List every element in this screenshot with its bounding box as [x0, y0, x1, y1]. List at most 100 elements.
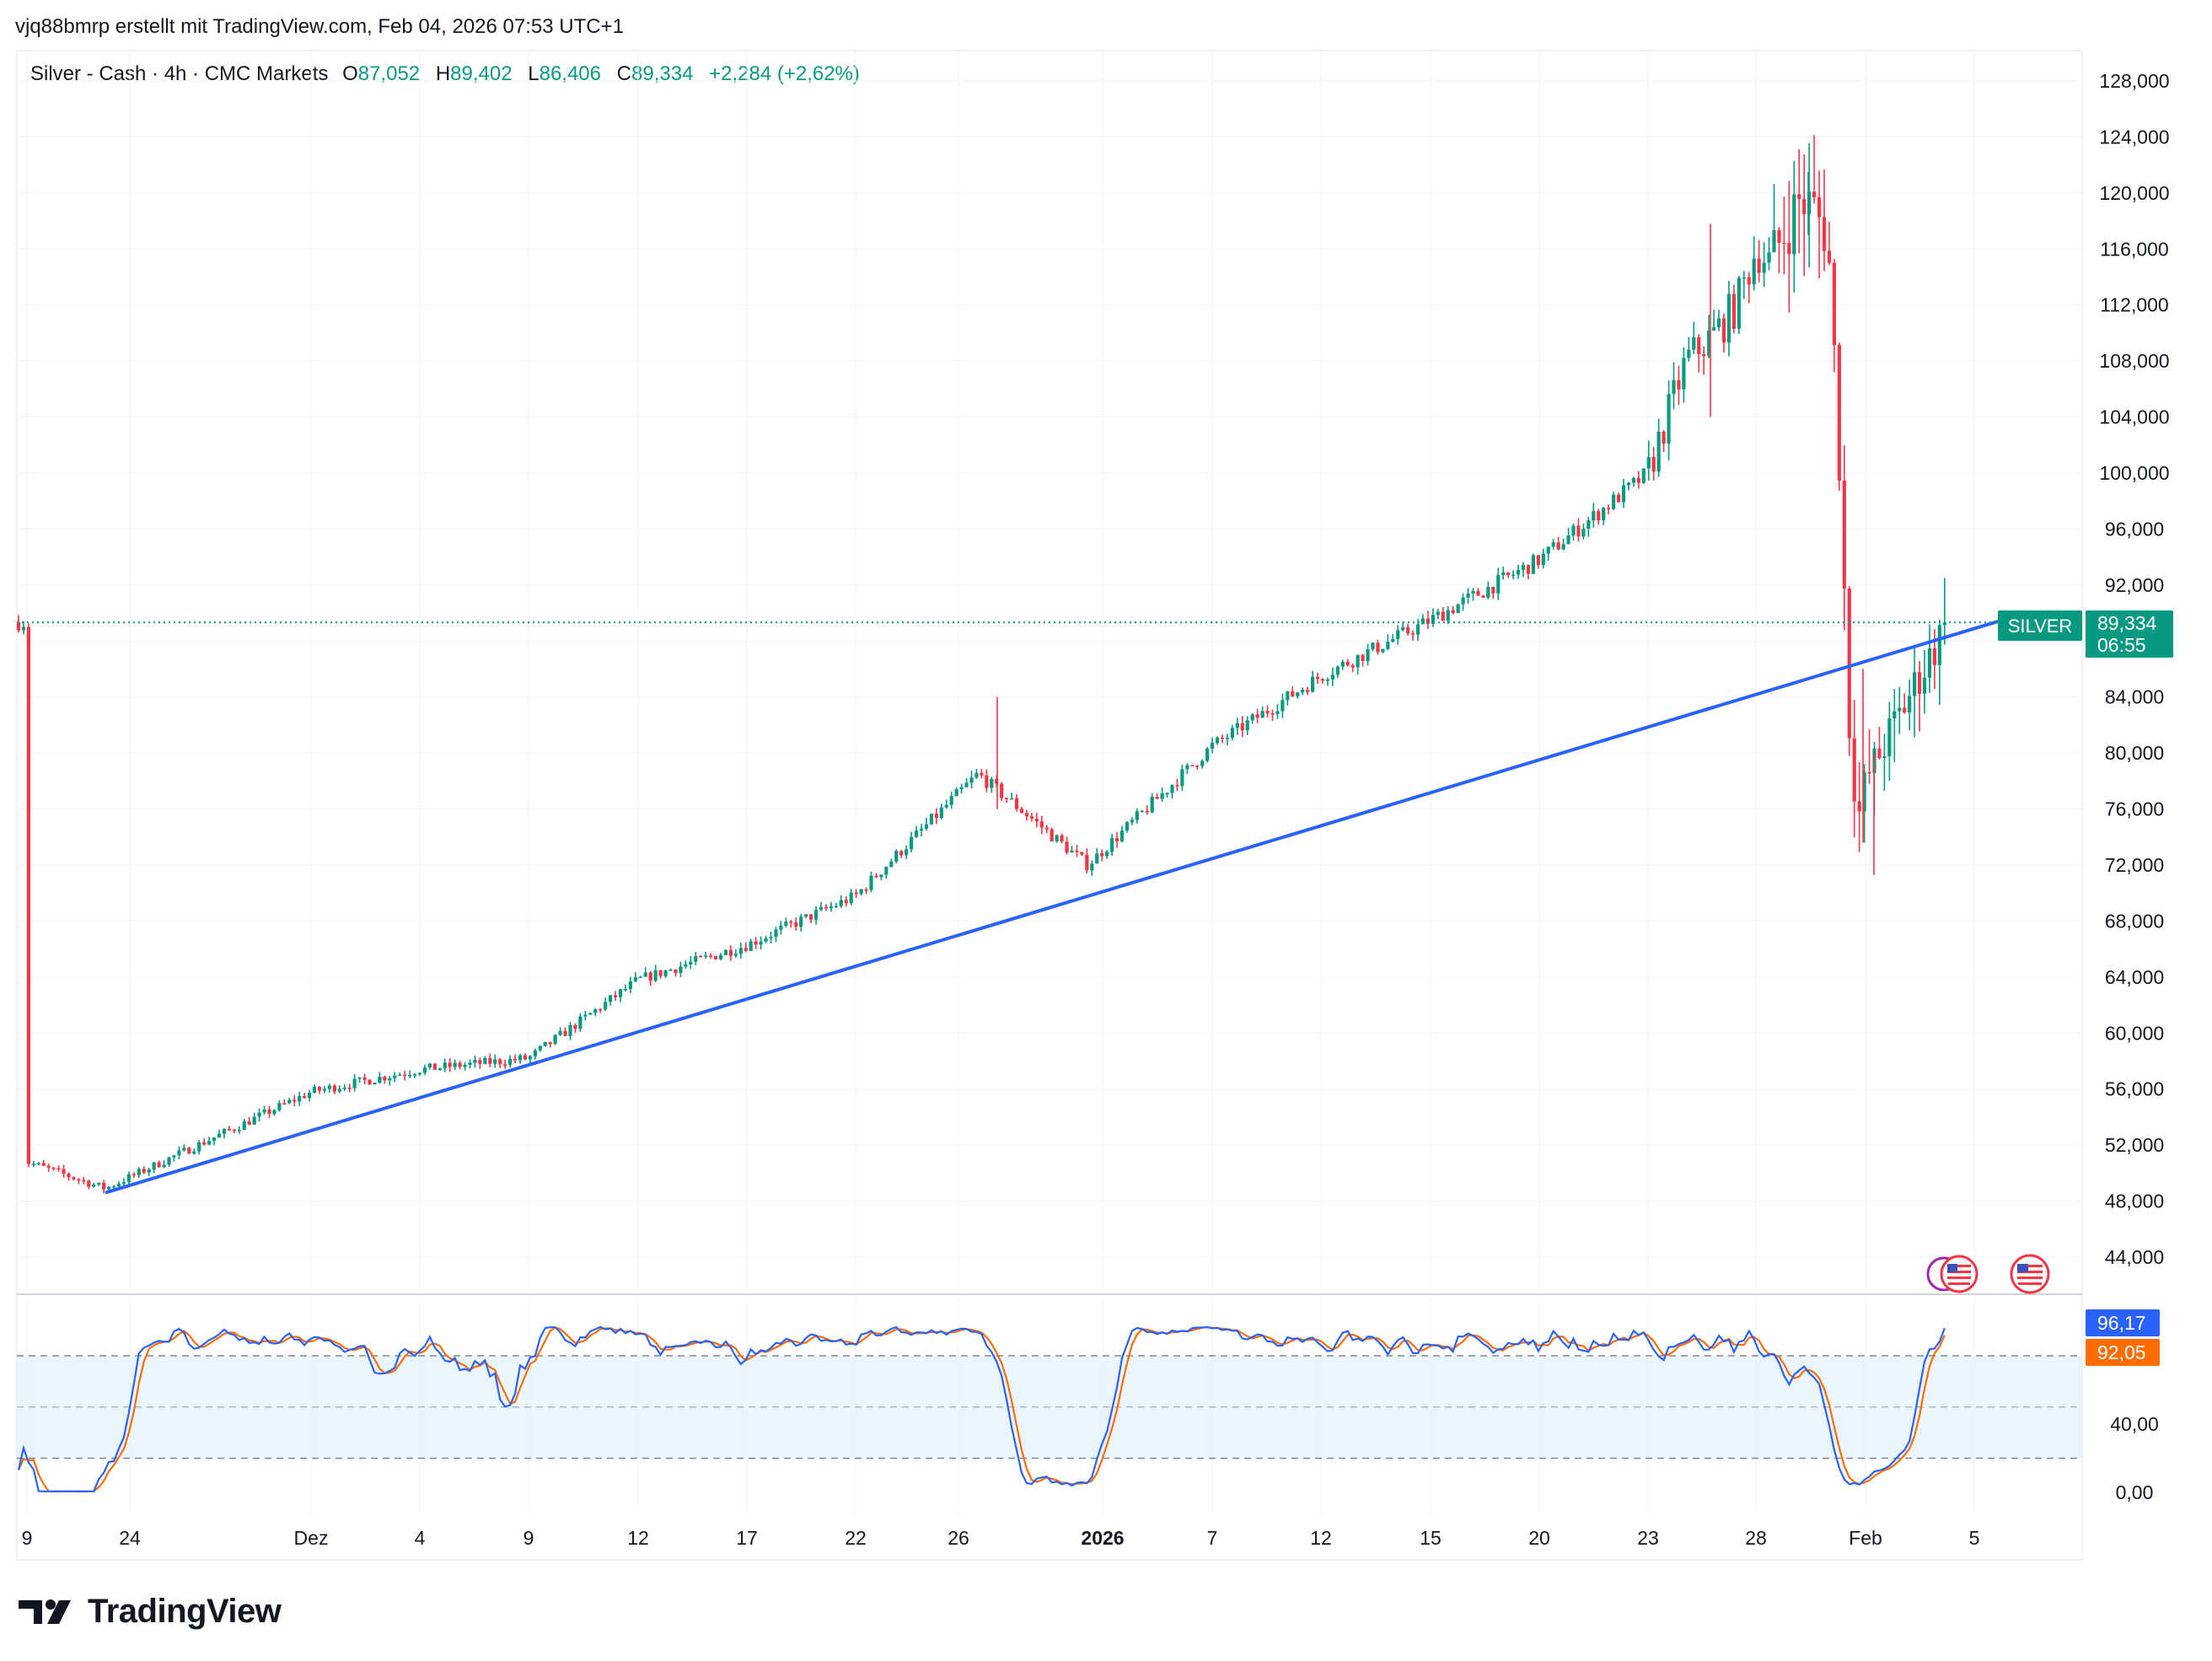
candle-body: [1361, 654, 1365, 661]
candle-body: [929, 814, 933, 825]
candle-body: [709, 955, 713, 957]
time-tick-label: 12: [627, 1527, 649, 1549]
candle-body: [217, 1133, 222, 1138]
candle-body: [1119, 830, 1125, 841]
candle-body: [759, 941, 763, 945]
candle-body: [1641, 468, 1646, 483]
candle-body: [599, 1009, 603, 1011]
tradingview-logo-icon: [19, 1599, 71, 1624]
price-tick-label: 120,000: [2099, 182, 2169, 204]
candle-body: [694, 955, 698, 962]
candle-body: [1080, 852, 1084, 855]
candle-body: [1105, 852, 1109, 857]
candle-body: [508, 1058, 513, 1065]
time-tick-label: 26: [948, 1527, 969, 1549]
candle-body: [1506, 572, 1511, 576]
candle-body: [794, 922, 798, 927]
candle-body: [1762, 262, 1766, 273]
candle-body: [31, 1164, 35, 1165]
candle-body: [378, 1077, 382, 1083]
candle-body: [1211, 743, 1215, 749]
us-flag-icon[interactable]: [1940, 1255, 1978, 1293]
candle-body: [1114, 838, 1119, 841]
candle-body: [1822, 217, 1827, 251]
candle-body: [463, 1065, 467, 1067]
candle-body: [1893, 711, 1897, 719]
candle-body: [789, 922, 793, 923]
candle-body: [1220, 737, 1225, 739]
candle-body: [799, 917, 803, 927]
candle-body: [985, 775, 989, 788]
price-tick-label: 64,000: [2105, 966, 2164, 988]
candle-body: [157, 1162, 161, 1168]
candle-body: [658, 970, 663, 976]
time-tick-label: 20: [1528, 1527, 1550, 1549]
candle-body: [749, 941, 753, 951]
candle-body: [111, 1186, 116, 1188]
candle-body: [1782, 242, 1786, 245]
candle-body: [412, 1074, 417, 1076]
price-tick-label: 76,000: [2105, 798, 2164, 820]
candle-body: [383, 1077, 387, 1081]
close-label: C: [616, 62, 632, 85]
candle-body: [1631, 477, 1635, 483]
candle-body: [227, 1129, 231, 1131]
candle-body: [1356, 654, 1360, 668]
candle-body: [1687, 349, 1691, 358]
candle-body: [1055, 835, 1059, 841]
candle-body: [192, 1151, 196, 1154]
candle-body: [1566, 535, 1570, 545]
candle-body: [303, 1095, 307, 1099]
candle-body: [1110, 838, 1114, 852]
candle-body: [182, 1148, 186, 1151]
price-tick-label: 108,000: [2099, 350, 2169, 372]
candle-body: [819, 906, 824, 911]
candle-body: [764, 938, 768, 942]
candle-body: [623, 988, 628, 991]
candle-body: [1010, 798, 1014, 800]
candle-body: [247, 1121, 251, 1125]
candle-body: [583, 1014, 588, 1017]
candle-body: [513, 1058, 518, 1061]
price-tick-label: 84,000: [2105, 686, 2164, 708]
candle-body: [859, 889, 863, 895]
price-tick-label: 72,000: [2105, 854, 2164, 876]
time-tick-label: Feb: [1849, 1527, 1882, 1549]
time-tick-label: 2026: [1081, 1527, 1124, 1549]
stoch-d-tag: 92,05: [2097, 1341, 2146, 1363]
trendline[interactable]: [105, 620, 1999, 1195]
candle-body: [1381, 648, 1385, 653]
candle-body: [1340, 661, 1345, 667]
candle-body: [483, 1057, 487, 1064]
candle-body: [152, 1162, 156, 1170]
time-tick-label: 17: [736, 1527, 758, 1549]
candle-body: [809, 914, 813, 920]
candle-body: [1716, 318, 1721, 327]
candle-body: [177, 1150, 181, 1156]
candle-body: [1170, 785, 1174, 793]
time-axis[interactable]: 9 24 Dez 4 9 12 17 22 26 2026 7 12 15 20 23 28 Feb 5: [17, 1527, 2082, 1561]
candle-body: [1837, 345, 1841, 481]
candle-body: [1812, 191, 1817, 197]
candle-body: [1205, 748, 1210, 761]
candle-body: [438, 1068, 442, 1070]
us-flag-icon[interactable]: [2010, 1254, 2050, 1294]
tradingview-logo[interactable]: TradingView: [19, 1590, 282, 1632]
candle-body: [443, 1062, 447, 1069]
open-label: O: [342, 62, 358, 85]
candle-body: [1024, 813, 1029, 817]
price-axis[interactable]: 44,000 48,000 52,000 56,000 60,000 64,000 68,0…: [2099, 70, 2169, 1268]
candle-body: [1456, 604, 1460, 614]
candle-body: [1130, 820, 1134, 823]
candle-body: [1386, 642, 1390, 649]
candle-body: [1817, 196, 1822, 218]
candle-body: [1255, 714, 1259, 718]
candle-body: [267, 1109, 271, 1115]
candle-body: [332, 1085, 336, 1092]
stochastic-axis[interactable]: 0,00 40,00: [2110, 1413, 2159, 1503]
candle-body: [704, 955, 708, 957]
candle-body: [604, 1002, 608, 1010]
candle-body: [242, 1121, 246, 1131]
candle-body: [1441, 611, 1445, 621]
